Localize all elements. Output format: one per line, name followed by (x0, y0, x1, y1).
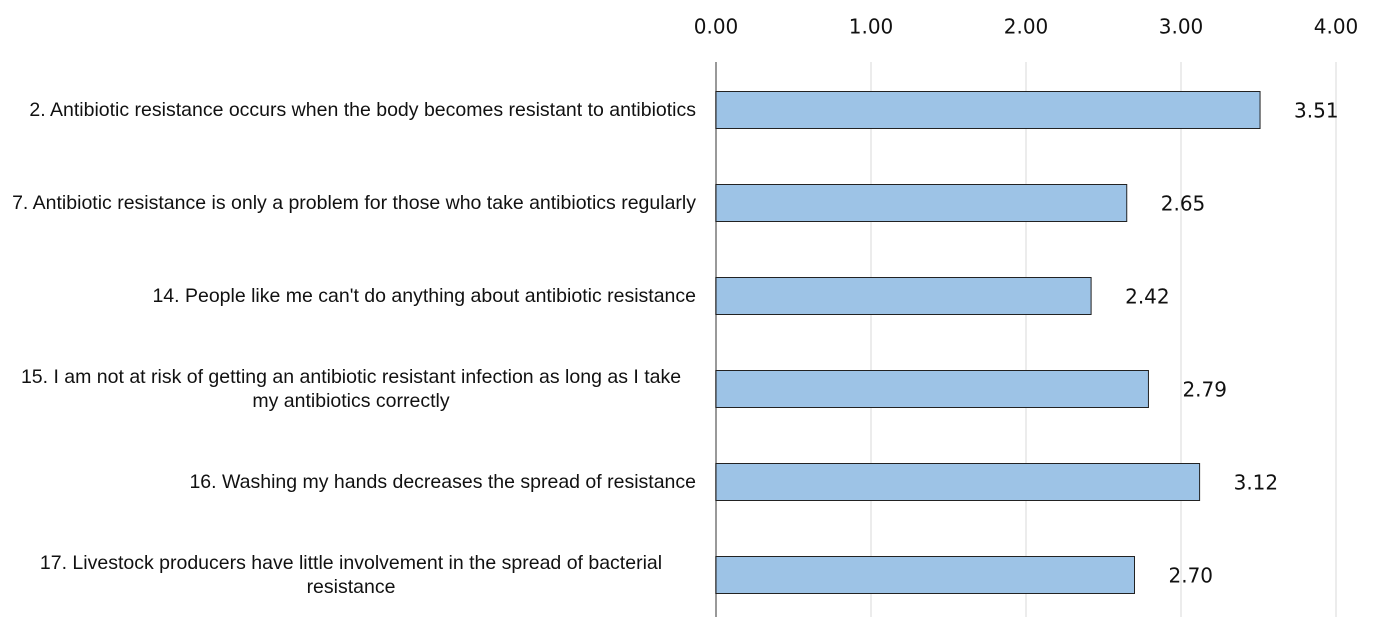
bar (715, 277, 1092, 315)
x-tick-label: 0.00 (694, 15, 739, 39)
x-tick-label: 4.00 (1314, 15, 1359, 39)
value-label: 2.70 (1169, 564, 1214, 588)
value-label: 2.42 (1125, 285, 1170, 309)
category-label: 2. Antibiotic resistance occurs when the… (29, 99, 696, 121)
bar (715, 370, 1149, 408)
x-tick-label: 1.00 (849, 15, 894, 39)
category-label: 15. I am not at risk of getting an antib… (20, 366, 682, 412)
category-label: 14. People like me can't do anything abo… (152, 285, 696, 307)
category-label: 7. Antibiotic resistance is only a probl… (12, 192, 696, 214)
x-tick-label: 2.00 (1004, 15, 1049, 39)
value-label: 3.51 (1294, 99, 1339, 123)
category-label: 16. Washing my hands decreases the sprea… (189, 471, 696, 493)
x-tick-label: 3.00 (1159, 15, 1204, 39)
bar (715, 91, 1261, 129)
bar (715, 556, 1135, 594)
value-label: 2.79 (1182, 378, 1227, 402)
category-label: 17. Livestock producers have little invo… (39, 552, 663, 598)
bar (715, 184, 1128, 222)
value-label: 3.12 (1234, 471, 1279, 495)
bar (715, 463, 1201, 501)
value-label: 2.65 (1161, 192, 1206, 216)
